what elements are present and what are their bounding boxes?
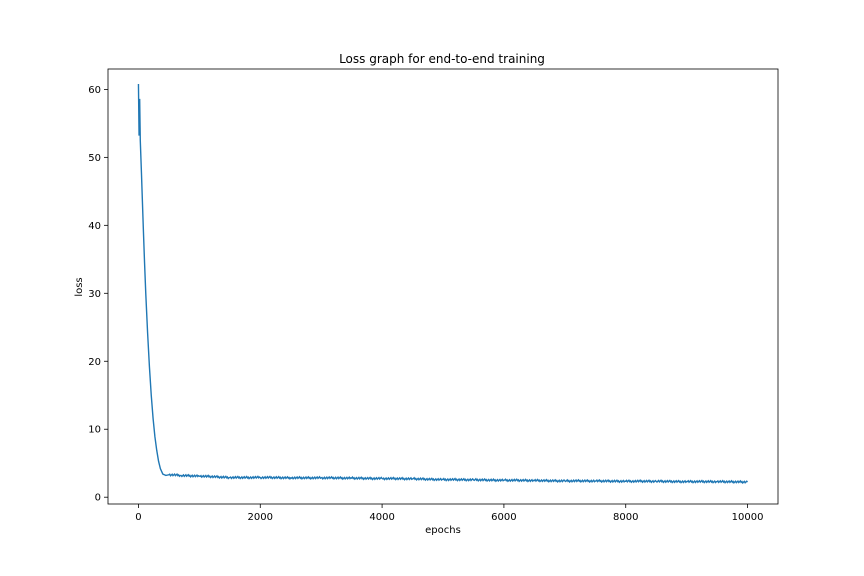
y-axis-ticks: 0 10 20 30 40 50 60	[88, 85, 108, 504]
axes-frame	[107, 68, 779, 505]
x-tick-label: 4000	[369, 512, 394, 523]
y-tick-label: 30	[88, 289, 101, 300]
x-tick-label: 6000	[491, 512, 516, 523]
x-axis-ticks: 0 2000 4000 6000 8000 10000	[135, 504, 763, 523]
x-tick-label: 8000	[613, 512, 638, 523]
y-tick-label: 60	[88, 85, 101, 96]
x-tick-label: 10000	[732, 512, 764, 523]
x-tick-label: 2000	[248, 512, 273, 523]
y-tick-label: 10	[88, 425, 101, 436]
y-axis-label: loss	[74, 277, 85, 296]
y-tick-label: 50	[88, 153, 101, 164]
series-line-0	[137, 83, 749, 485]
plot-area	[137, 83, 749, 485]
y-tick-label: 0	[95, 493, 101, 504]
x-axis-label: epochs	[425, 525, 461, 536]
chart-title: Loss graph for end-to-end training	[339, 52, 545, 66]
x-tick-label: 0	[135, 512, 141, 523]
y-tick-label: 20	[88, 357, 101, 368]
y-tick-label: 40	[88, 221, 101, 232]
